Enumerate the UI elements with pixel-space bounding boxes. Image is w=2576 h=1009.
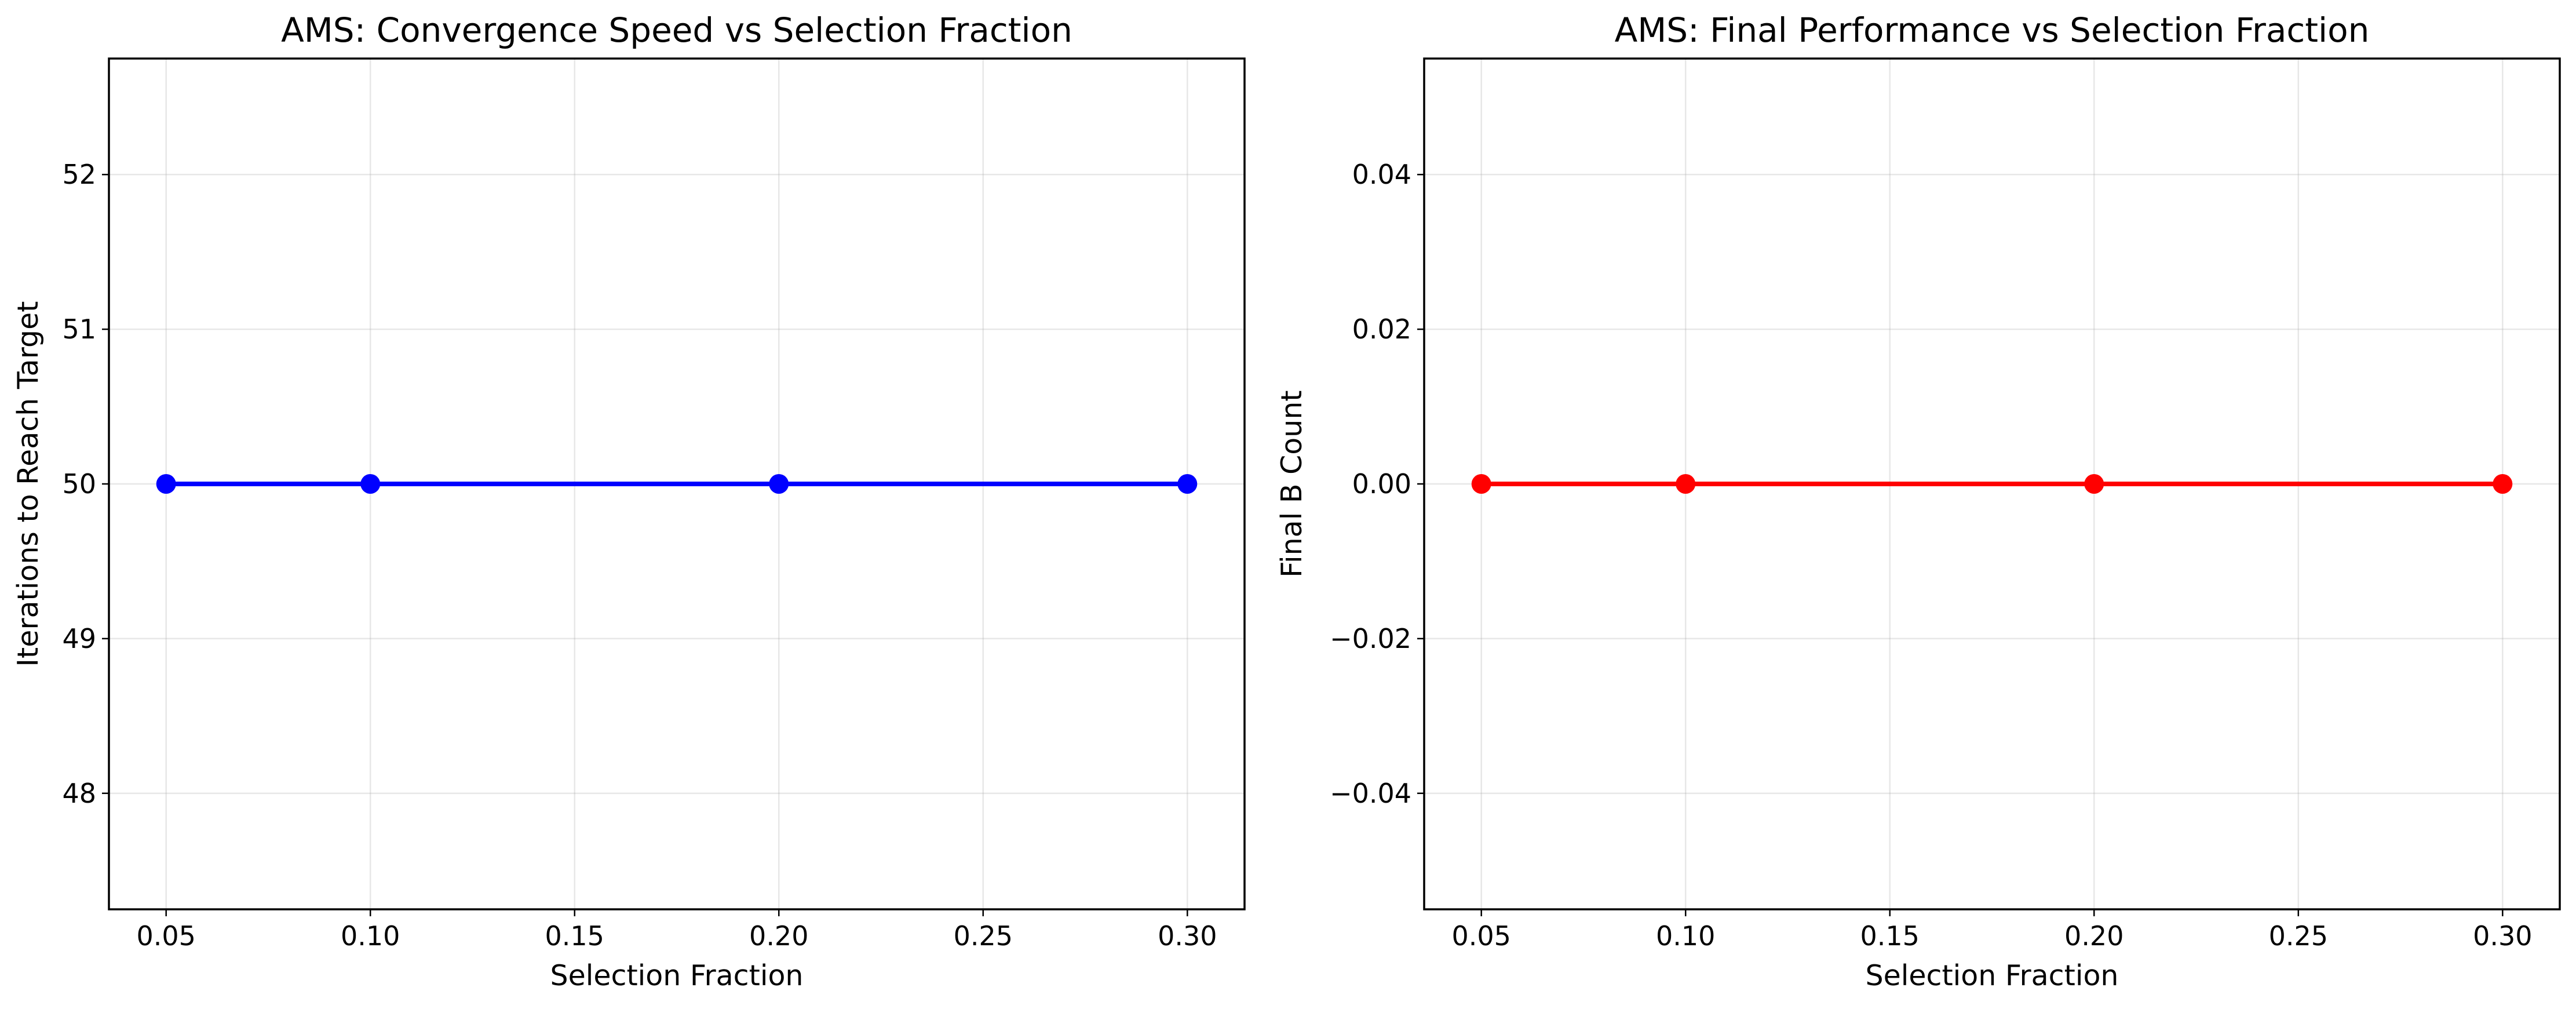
x-tick-label: 0.20	[2064, 920, 2123, 952]
x-tick-label: 0.30	[1158, 920, 1217, 952]
tick-marks	[102, 173, 1188, 916]
data-point	[1177, 474, 1198, 494]
data-point	[1676, 474, 1696, 494]
y-tick-label: 48	[62, 778, 96, 809]
y-tick-label: 49	[62, 623, 96, 654]
series-markers	[1471, 474, 2513, 494]
y-tick-label: −0.04	[1330, 778, 1411, 809]
data-point	[769, 474, 789, 494]
x-axis-label: Selection Fraction	[550, 959, 804, 992]
data-point	[2084, 474, 2104, 494]
data-point	[360, 474, 381, 494]
y-tick-label: 0.00	[1352, 468, 1411, 500]
x-tick-label: 0.15	[1860, 920, 1920, 952]
x-axis-label: Selection Fraction	[1866, 959, 2119, 992]
series-markers	[156, 474, 1198, 494]
y-tick-label: −0.02	[1330, 623, 1411, 654]
x-tick-label: 0.25	[954, 920, 1013, 952]
tick-marks	[1417, 173, 2504, 916]
tick-labels: 0.05 0.10 0.15 0.20 0.25 0.30 −0.04 −0.02 0.00 0.…	[1330, 159, 2532, 952]
y-tick-label: 52	[62, 159, 96, 190]
y-tick-label: 50	[62, 468, 96, 500]
x-tick-label: 0.30	[2473, 920, 2532, 952]
convergence-speed-chart: 0.05 0.10 0.15 0.20 0.25 0.30 48 49 50 51 52 AMS: …	[12, 10, 1246, 992]
final-performance-chart: 0.05 0.10 0.15 0.20 0.25 0.30 −0.04 −0.02 0.00 0.…	[1275, 10, 2561, 992]
x-tick-label: 0.10	[1656, 920, 1715, 952]
x-tick-label: 0.25	[2269, 920, 2328, 952]
data-point	[156, 474, 176, 494]
x-tick-label: 0.15	[545, 920, 604, 952]
x-tick-label: 0.20	[749, 920, 808, 952]
y-axis-label: Final B Count	[1275, 390, 1308, 577]
chart-title: AMS: Convergence Speed vs Selection Frac…	[281, 10, 1072, 50]
tick-labels: 0.05 0.10 0.15 0.20 0.25 0.30 48 49 50 51 52	[62, 159, 1217, 952]
x-tick-label: 0.05	[136, 920, 195, 952]
chart-title: AMS: Final Performance vs Selection Frac…	[1615, 10, 2370, 50]
data-point	[1471, 474, 1491, 494]
y-tick-label: 51	[62, 314, 96, 345]
x-tick-label: 0.10	[341, 920, 400, 952]
y-axis-label: Iterations to Reach Target	[12, 301, 45, 667]
x-tick-label: 0.05	[1451, 920, 1510, 952]
data-point	[2493, 474, 2513, 494]
y-tick-label: 0.04	[1352, 159, 1411, 190]
y-tick-label: 0.02	[1352, 314, 1411, 345]
